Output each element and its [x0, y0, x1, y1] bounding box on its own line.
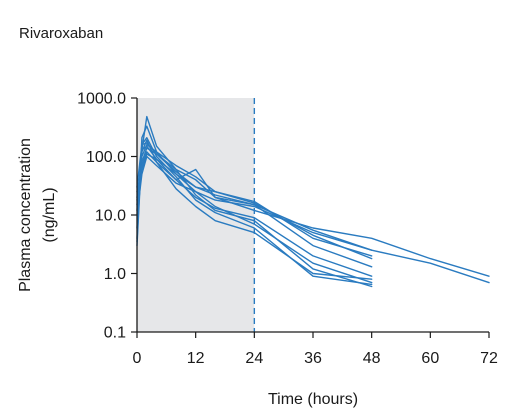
y-tick-label: 1000.0 [77, 91, 126, 108]
y-axis-title-line-1: Plasma concentration [17, 138, 34, 292]
chart-title: Rivaroxaban [19, 25, 103, 42]
x-tick-label: 24 [245, 350, 263, 367]
y-tick-label: 1.0 [104, 266, 126, 283]
y-tick-label: 10.0 [95, 208, 126, 225]
y-tick-label: 0.1 [104, 325, 126, 342]
x-tick-label: 12 [187, 350, 205, 367]
x-tick-label: 60 [421, 350, 439, 367]
y-tick-labels: 0.1 1.0 10.0 100.0 1000.0 [77, 91, 126, 342]
x-axis-title: Time (hours) [268, 391, 358, 408]
shaded-dosing-interval [137, 98, 255, 332]
series-line [136, 125, 373, 284]
x-axis-ticks [136, 332, 490, 338]
series-line [136, 155, 490, 284]
series-line [136, 139, 373, 280]
y-axis-ticks [131, 97, 137, 333]
x-tick-label: 36 [304, 350, 322, 367]
y-tick-label: 100.0 [86, 149, 126, 166]
series-lines [136, 115, 490, 288]
series-line [136, 142, 373, 268]
x-tick-labels: 0 12 24 36 48 60 72 [133, 350, 498, 367]
series-line [136, 145, 373, 277]
x-tick-label: 48 [363, 350, 381, 367]
series-line [136, 151, 490, 277]
x-tick-label: 0 [133, 350, 142, 367]
x-tick-label: 72 [480, 350, 498, 367]
y-axis-title-line-2: (ng/mL) [41, 187, 58, 242]
